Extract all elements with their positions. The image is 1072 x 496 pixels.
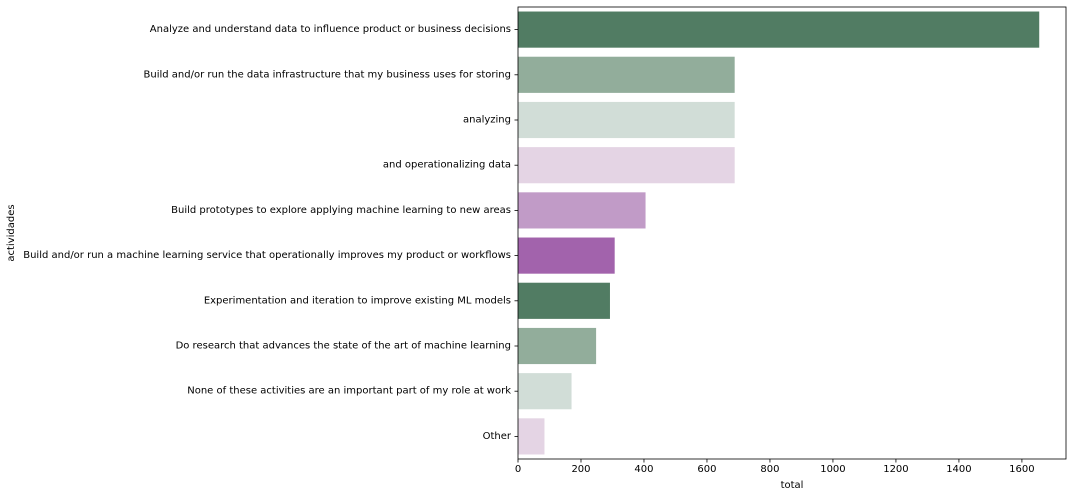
- x-tick-label-6: 1200: [883, 464, 908, 475]
- x-tick-label-5: 1000: [820, 464, 845, 475]
- x-tick-label-0: 0: [515, 464, 521, 475]
- x-tick-label-8: 1600: [1009, 464, 1034, 475]
- x-ticks: 0 200 400 600 800 1000 1200 1400 1600: [515, 459, 1035, 475]
- y-tick-label-7: Do research that advances the state of t…: [176, 341, 511, 352]
- x-tick-label-3: 600: [697, 464, 716, 475]
- bar-0: [518, 11, 1040, 48]
- bars-group: [518, 11, 1040, 455]
- y-axis-title: actividades: [6, 204, 17, 261]
- bar-3: [518, 147, 735, 184]
- y-tick-label-5: Build and/or run a machine learning serv…: [23, 250, 511, 261]
- bar-8: [518, 373, 572, 410]
- bar-9: [518, 418, 545, 455]
- x-tick-label-1: 200: [571, 464, 590, 475]
- y-tick-label-0: Analyze and understand data to influence…: [150, 24, 511, 35]
- y-tick-label-2: analyzing: [463, 115, 511, 126]
- bar-1: [518, 56, 735, 93]
- x-tick-label-4: 800: [760, 464, 779, 475]
- y-tick-label-6: Experimentation and iteration to improve…: [204, 295, 511, 306]
- bar-4: [518, 192, 646, 229]
- y-tick-label-4: Build prototypes to explore applying mac…: [171, 205, 511, 216]
- plot-frame: [517, 6, 1067, 460]
- bar-2: [518, 101, 735, 139]
- y-tick-label-1: Build and/or run the data infrastructure…: [144, 69, 512, 80]
- bar-5: [518, 237, 615, 274]
- y-tick-labels: Analyze and understand data to influence…: [23, 24, 518, 442]
- y-tick-label-3: and operationalizing data: [383, 160, 511, 171]
- x-tick-label-7: 1400: [946, 464, 971, 475]
- y-tick-label-9: Other: [483, 431, 512, 442]
- bar-7: [518, 327, 597, 365]
- x-tick-label-2: 400: [634, 464, 653, 475]
- y-tick-label-8: None of these activities are an importan…: [187, 386, 511, 397]
- bar-6: [518, 282, 610, 319]
- x-axis-title: total: [781, 480, 804, 491]
